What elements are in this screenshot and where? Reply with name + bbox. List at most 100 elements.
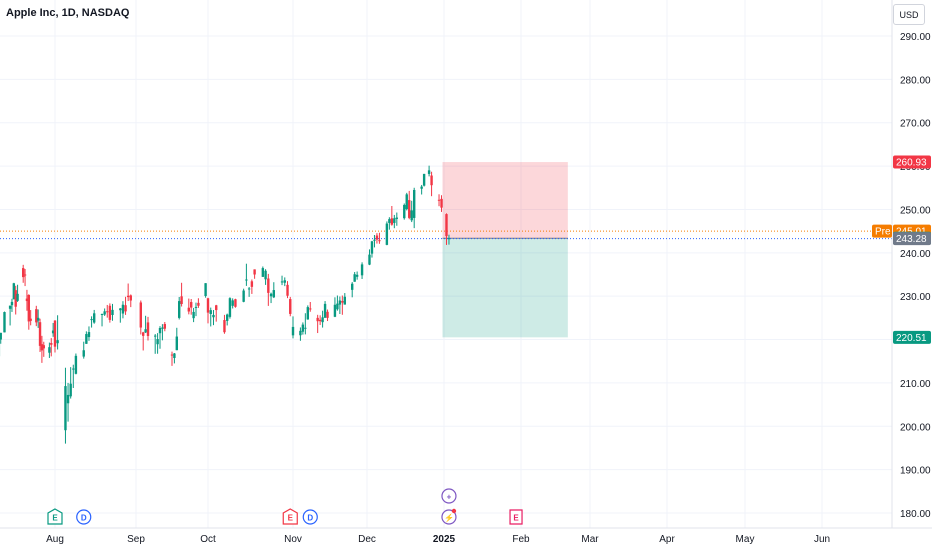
candle [16, 284, 19, 302]
event-markers[interactable]: E D E D + ⚡ E [47, 488, 523, 525]
candle [272, 282, 276, 299]
candle [408, 190, 411, 220]
event-marker-flash[interactable]: ⚡ [441, 508, 457, 525]
candle-body [119, 308, 122, 311]
candle [304, 313, 307, 335]
candle [420, 184, 423, 195]
candle [129, 294, 132, 308]
event-letter: E [52, 514, 58, 523]
candle [427, 165, 431, 177]
candle-body [206, 298, 210, 313]
candle-body [51, 330, 55, 334]
candle [100, 313, 104, 327]
currency-button[interactable]: USD [893, 4, 925, 25]
candle [336, 295, 339, 311]
candle [355, 271, 359, 280]
candle-body [336, 303, 339, 310]
candle-body [50, 343, 53, 345]
candle-body [64, 386, 67, 431]
candle [156, 333, 159, 354]
candle-body [42, 345, 45, 349]
time-tick-label: Dec [358, 534, 376, 545]
price-tick-label: 240.00 [900, 249, 931, 260]
candle-body [146, 322, 150, 336]
candle-body [353, 274, 356, 282]
candle-body [187, 307, 190, 312]
event-marker-earnings-red[interactable]: E [282, 508, 298, 525]
candle-body [194, 306, 198, 308]
candle-body [48, 347, 51, 353]
event-marker-dividend[interactable]: D [302, 509, 318, 525]
candle [228, 297, 232, 319]
candle [318, 315, 322, 325]
time-tick-label: Sep [127, 534, 145, 545]
symbol-title[interactable]: Apple Inc, 1D, NASDAQ [6, 7, 130, 19]
candle [53, 320, 57, 353]
candle [66, 382, 70, 422]
candle-body [92, 313, 96, 323]
candle [3, 311, 6, 333]
candle-body [103, 311, 106, 315]
long-short-position-tool[interactable] [442, 162, 568, 338]
candle [225, 313, 229, 326]
candle-body [27, 294, 31, 322]
candle-body [351, 283, 354, 290]
price-tick-label: 270.00 [900, 119, 931, 130]
candle [69, 367, 72, 399]
event-marker-earnings-pink[interactable]: E [509, 509, 523, 525]
candle-body [395, 217, 399, 219]
candle [264, 269, 267, 285]
candle-body [447, 238, 451, 240]
candle-body [144, 329, 147, 333]
candle [333, 297, 337, 318]
candle-body [225, 314, 229, 321]
candle-body [301, 324, 305, 332]
candle-body [370, 241, 374, 254]
price-axis[interactable]: 180.00190.00200.00210.00220.00230.00240.… [891, 0, 931, 528]
candle [245, 263, 248, 286]
candle [197, 298, 200, 308]
candle-body [126, 295, 130, 298]
candle [38, 318, 42, 352]
candle-body [212, 314, 215, 318]
candle-body [53, 320, 57, 347]
candle-body [69, 383, 72, 397]
candle [51, 322, 55, 337]
candle-body [40, 344, 44, 351]
time-tick-label: Jun [814, 534, 830, 545]
candle-body [304, 327, 307, 329]
event-marker-earnings[interactable]: E [47, 508, 63, 525]
candle-body [393, 218, 396, 223]
candle [269, 292, 273, 304]
candle-body [286, 284, 289, 296]
candle [144, 315, 147, 333]
candle [440, 195, 443, 212]
time-axis[interactable]: Aug Sep Oct Nov Dec 2025 Feb Mar Apr May Jun [0, 527, 932, 545]
event-marker-add[interactable]: + [441, 488, 457, 504]
candle-body [242, 290, 245, 302]
candle [21, 264, 25, 283]
candle [8, 305, 12, 326]
candle [139, 300, 142, 335]
candle-body [437, 199, 441, 201]
candle [309, 301, 312, 312]
candle [40, 335, 44, 363]
candle-body [204, 283, 207, 297]
candle [27, 294, 31, 330]
candle [283, 277, 286, 287]
candle [299, 327, 302, 341]
candle-body [253, 269, 256, 275]
candle [412, 187, 416, 229]
candle-body [390, 218, 394, 225]
candle [48, 342, 51, 358]
candle [368, 249, 371, 266]
candle [85, 331, 88, 344]
candle [192, 307, 195, 323]
event-marker-dividend[interactable]: D [76, 509, 92, 525]
event-letter: D [307, 514, 313, 523]
candle [142, 331, 145, 351]
candle [106, 304, 109, 318]
candle-body [280, 281, 284, 283]
